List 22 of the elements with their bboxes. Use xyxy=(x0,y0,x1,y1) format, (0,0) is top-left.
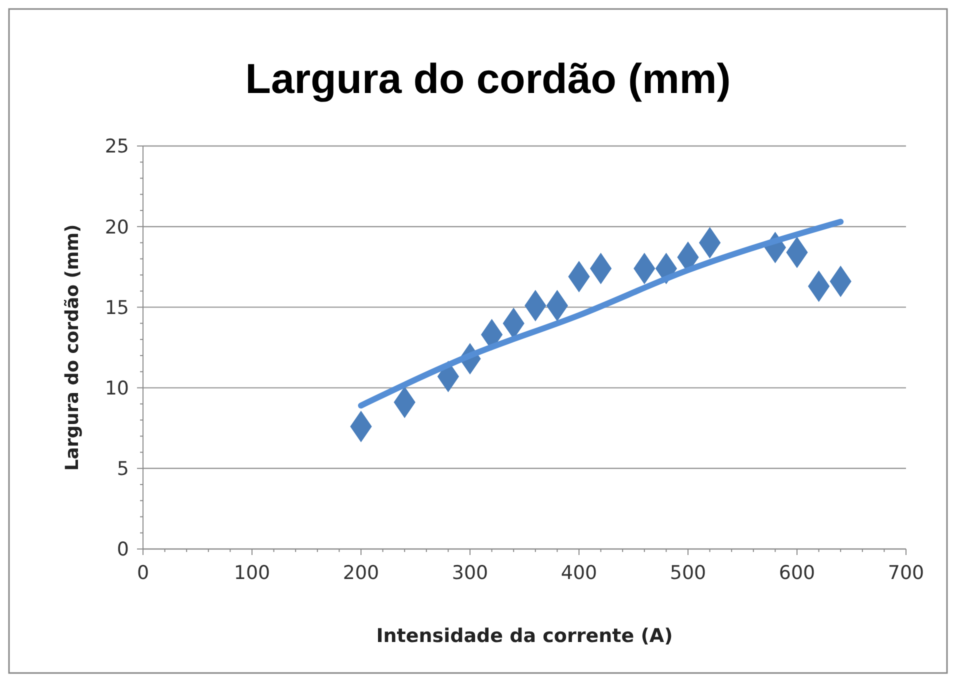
x-tick-label: 200 xyxy=(342,562,380,584)
y-tick-label: 5 xyxy=(116,458,129,480)
point xyxy=(698,226,721,258)
x-tick-label: 600 xyxy=(778,562,816,584)
x-tick-label: 0 xyxy=(136,562,150,584)
x-tick-label: 500 xyxy=(670,562,706,584)
point xyxy=(546,290,568,322)
chart-title: Largura do cordão (mm) xyxy=(245,55,731,102)
x-tick-label: 400 xyxy=(560,562,598,584)
y-tick-label: 15 xyxy=(104,296,129,319)
point xyxy=(590,252,612,284)
y-tick-label: 25 xyxy=(104,136,129,158)
y-axis-title: Largura do cordão (mm) xyxy=(62,224,83,471)
x-tick-label: 300 xyxy=(452,562,488,584)
x-tick-label: 100 xyxy=(234,562,270,584)
y-tick-label: 0 xyxy=(116,538,129,561)
x-axis-title: Intensidade da corrente (A) xyxy=(376,625,673,647)
y-tick-label: 20 xyxy=(104,216,129,238)
point xyxy=(808,270,830,302)
point xyxy=(480,318,503,350)
y-tick-label: 10 xyxy=(104,377,129,400)
x-tick-label: 700 xyxy=(888,562,924,584)
